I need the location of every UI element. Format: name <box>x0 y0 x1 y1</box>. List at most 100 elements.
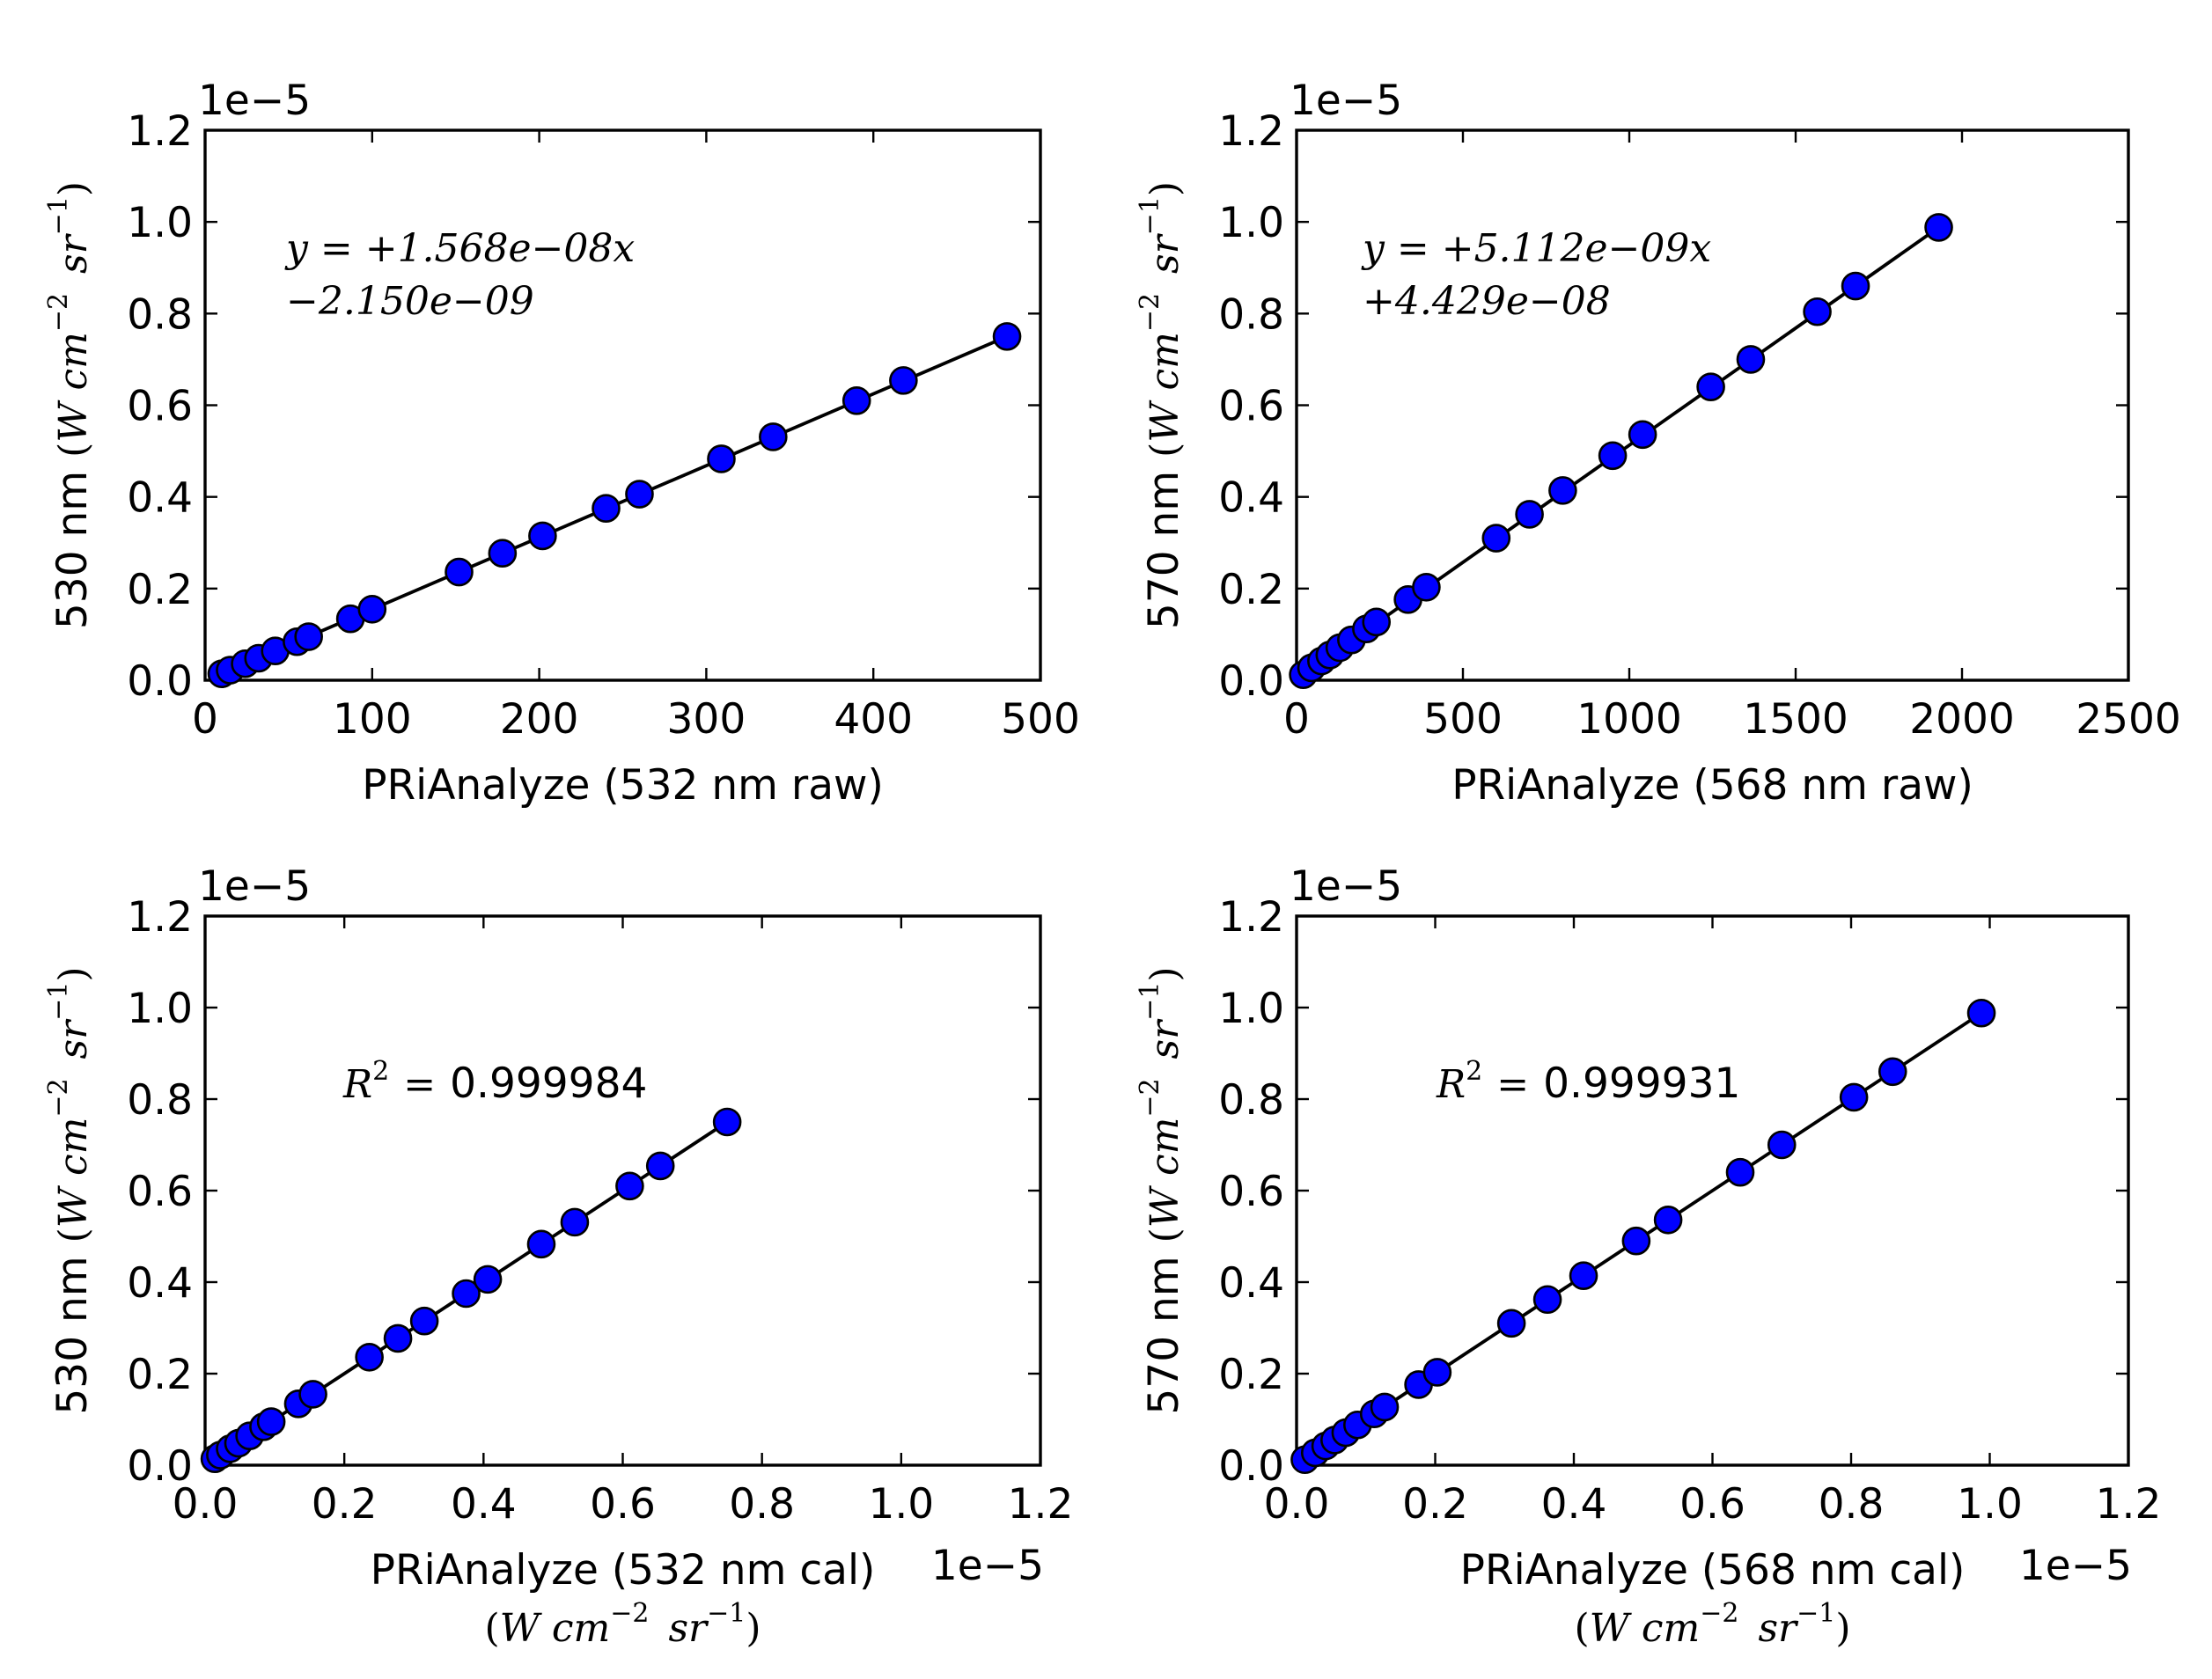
fit-equation-line-2: +4.429e−08 <box>1363 279 1611 324</box>
y-axis-label-text: 530 nm <box>48 458 97 629</box>
fit-equation-line-1: y = +1.568e−08x <box>284 226 635 271</box>
y-tick-label: 0.6 <box>1218 1168 1284 1216</box>
x-tick-label: 2500 <box>2076 695 2181 744</box>
y-tick-label: 1.2 <box>1218 893 1284 942</box>
y-tick-label: 1.0 <box>1218 199 1284 247</box>
y-tick-label: 0.4 <box>127 474 193 523</box>
data-point <box>383 1323 413 1353</box>
y-axis-label-text: 570 nm <box>1140 1243 1188 1414</box>
x-axis-label: PRiAnalyze (568 nm raw) <box>1451 761 1973 810</box>
units-sr: sr <box>51 1018 96 1059</box>
x-offset-text: 1e−5 <box>931 1542 1044 1590</box>
units-exp-sr: −1 <box>1797 1598 1835 1629</box>
units-open-paren: ( <box>1574 1606 1589 1651</box>
x-tick-label: 0.2 <box>312 1480 378 1529</box>
y-tick-label: 1.2 <box>1218 107 1284 156</box>
data-point <box>615 1171 644 1201</box>
data-point <box>1628 420 1657 450</box>
data-point <box>592 494 621 523</box>
data-point <box>445 557 474 587</box>
y-tick-label: 1.0 <box>127 985 193 1033</box>
units-close-paren: ) <box>746 1606 761 1651</box>
data-point <box>1569 1261 1598 1291</box>
units-exp-sr: −1 <box>43 196 74 235</box>
y-axis-label-text: 530 nm <box>48 1243 97 1414</box>
data-point <box>759 422 788 451</box>
panels: 0 100 200 300 400 5000.00.20.40.60.81.01.21e−… <box>43 77 2181 1651</box>
chart-panel-p1: 0 100 200 300 400 500 0.0 0.2 0.4 0.6 0.8 1.0 1.21e−… <box>43 77 1080 810</box>
data-point <box>1725 1157 1755 1187</box>
x-tick-label: 0.8 <box>729 1480 795 1529</box>
data-point <box>1839 1082 1869 1112</box>
units-sr: sr <box>1143 232 1187 274</box>
units-close-paren: ) <box>1835 1606 1850 1651</box>
data-point <box>528 521 557 551</box>
y-tick-label: 1.0 <box>1218 985 1284 1033</box>
units-exp-cm: −2 <box>1700 1598 1738 1629</box>
data-point <box>1878 1057 1907 1087</box>
x-tick-label: 1.0 <box>868 1480 934 1529</box>
y-tick-label: 0.8 <box>1218 290 1284 339</box>
data-point <box>1924 213 1953 242</box>
data-point <box>992 322 1022 351</box>
x-tick-label: 0 <box>1283 695 1310 744</box>
y-tick-label: 0.6 <box>127 1168 193 1216</box>
units-exp-cm: −2 <box>1135 1078 1165 1117</box>
r-value: 0.999984 <box>450 1059 647 1108</box>
units-exp-sr: −1 <box>43 982 74 1021</box>
r-equals: = <box>403 1062 436 1107</box>
y-axis-label: 530 nm (W cm−2 sr−1) <box>43 966 97 1414</box>
units-open-paren: ( <box>51 443 96 458</box>
x-tick-label: 0.4 <box>451 1480 517 1529</box>
units-close-paren: ) <box>1143 181 1187 196</box>
x-axis-label: PRiAnalyze (532 nm raw) <box>362 761 884 810</box>
data-point <box>1841 271 1870 301</box>
units-exp-cm: −2 <box>1135 293 1165 332</box>
r-symbol: R <box>1436 1062 1466 1107</box>
data-point <box>889 366 918 395</box>
x-tick-label: 1000 <box>1576 695 1682 744</box>
y-tick-label: 0.0 <box>1218 1442 1284 1491</box>
units-close-paren: ) <box>51 181 96 196</box>
units-exp-cm: −2 <box>610 1598 649 1629</box>
units-exp-sr: −1 <box>1135 982 1165 1021</box>
data-point <box>645 1151 675 1181</box>
x-tick-label: 0.6 <box>1679 1480 1745 1529</box>
data-point <box>707 444 736 473</box>
y-offset-text: 1e−5 <box>1290 862 1402 911</box>
data-point <box>1653 1205 1683 1235</box>
x-tick-label: 300 <box>667 695 746 744</box>
r-exponent: 2 <box>372 1056 389 1087</box>
data-point <box>1767 1130 1797 1160</box>
y-tick-label: 0.0 <box>127 1442 193 1491</box>
y-tick-label: 1.2 <box>127 893 193 942</box>
data-point <box>1696 372 1725 401</box>
y-offset-text: 1e−5 <box>1290 77 1402 125</box>
y-axis-label: 570 nm (W cm−2 sr−1) <box>1135 966 1188 1414</box>
data-point <box>1548 476 1577 505</box>
units-exp-cm: −2 <box>43 293 74 332</box>
data-point <box>526 1229 556 1259</box>
y-tick-label: 0.6 <box>127 383 193 431</box>
data-point <box>1481 524 1511 553</box>
fit-equation-line-2: −2.150e−09 <box>286 279 534 324</box>
fit-equation-line-1: y = +5.112e−09x <box>1361 226 1711 271</box>
units-exp-sr: −1 <box>707 1598 746 1629</box>
units-exp-sr: −1 <box>1135 196 1165 235</box>
units-w-cm: W cm <box>51 332 96 443</box>
chart-panel-p3: 0.0 0.2 0.4 0.6 0.8 1.0 1.2 0.0 0.2 0.4 0.6 0.8 1.0 1… <box>43 862 1073 1651</box>
y-tick-label: 1.0 <box>127 199 193 247</box>
data-point <box>560 1207 590 1237</box>
x-axis-label: PRiAnalyze (568 nm cal) <box>1460 1546 1966 1595</box>
x-offset-text: 1e−5 <box>2019 1542 2132 1590</box>
data-point <box>473 1265 503 1294</box>
x-tick-label: 0 <box>192 695 218 744</box>
x-tick-label: 1500 <box>1743 695 1848 744</box>
r-squared-annotation: R2 = 0.999931 <box>1436 1056 1740 1108</box>
units-sr: sr <box>1143 1018 1187 1059</box>
units-open-paren: ( <box>51 1228 96 1243</box>
r-value: 0.999931 <box>1543 1059 1740 1108</box>
x-tick-label: 1.0 <box>1957 1480 2023 1529</box>
data-point <box>409 1306 439 1336</box>
